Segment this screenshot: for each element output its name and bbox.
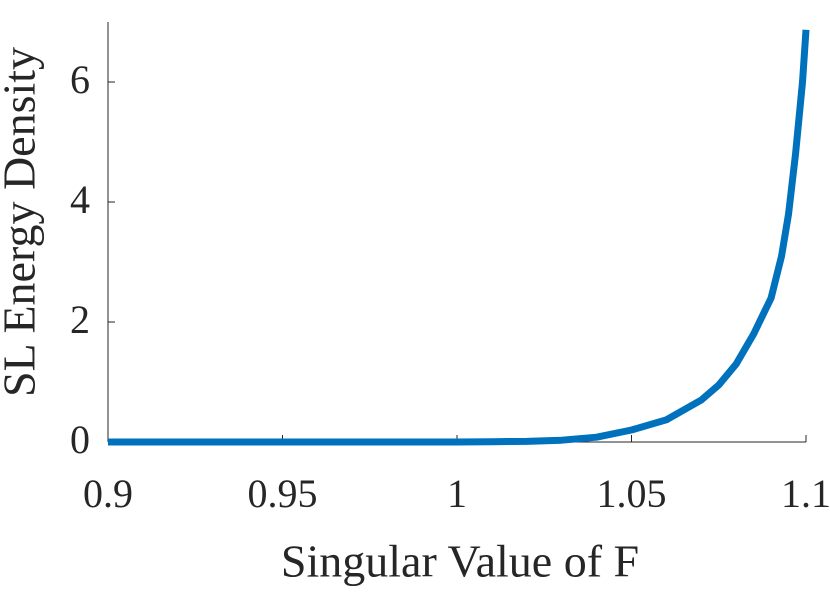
y-tick-label: 2: [70, 297, 90, 342]
x-tick-label: 0.9: [83, 471, 133, 516]
y-tick-label: 4: [70, 177, 90, 222]
x-tick-label: 1: [447, 471, 467, 516]
y-tick-label: 6: [70, 57, 90, 102]
y-axis-label: SL Energy Density: [0, 47, 45, 397]
x-tick-label: 0.95: [248, 471, 318, 516]
x-tick-label: 1.1: [781, 471, 830, 516]
x-axis-label: Singular Value of F: [281, 536, 639, 587]
x-tick-label: 1.05: [597, 471, 667, 516]
data-line: [108, 29, 810, 446]
y-tick-label: 0: [70, 417, 90, 462]
